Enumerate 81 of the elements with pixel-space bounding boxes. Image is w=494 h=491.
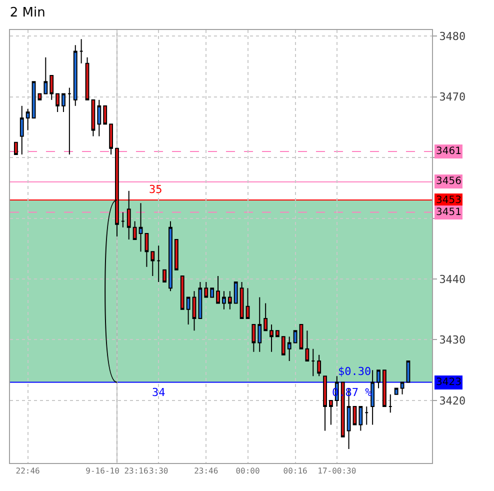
candlestick	[144, 232, 149, 268]
candlestick	[281, 336, 286, 356]
candlestick	[358, 406, 363, 432]
candlestick	[138, 202, 143, 252]
candlestick	[198, 282, 202, 319]
candlestick	[67, 87, 72, 155]
candlestick	[323, 376, 327, 432]
candlestick	[186, 296, 190, 326]
ref-line-label: 3456	[436, 176, 462, 187]
candlestick	[85, 56, 90, 100]
candlestick	[120, 212, 125, 228]
candlestick	[97, 99, 102, 137]
x-tick-label: 00:00	[236, 466, 260, 476]
candlestick	[20, 105, 24, 155]
chart-title: 2 Min	[10, 5, 46, 20]
candlestick	[311, 348, 316, 377]
candlestick	[174, 239, 178, 270]
candlestick	[364, 406, 369, 426]
x-tick-label: 9-16-10 23:16	[86, 466, 148, 476]
candlestick	[264, 302, 268, 332]
candlestick	[287, 336, 292, 362]
candlestick	[168, 220, 172, 292]
candlestick	[400, 382, 404, 395]
candlestick	[26, 108, 30, 131]
annotation: $0.30	[338, 365, 372, 378]
candlestick	[216, 275, 220, 304]
candlestick	[44, 56, 48, 94]
candlestick	[56, 93, 60, 112]
candlestick	[305, 330, 310, 362]
candlestick	[180, 275, 184, 310]
ref-line-label: 3453	[436, 195, 462, 206]
ref-line-label: 3451	[436, 207, 462, 218]
candlestick	[329, 400, 333, 426]
candlestick	[91, 99, 96, 137]
candlestick	[317, 354, 322, 377]
x-tick-label: 23:46	[194, 466, 218, 476]
candlestick	[370, 370, 375, 426]
x-tick-label: 22:46	[16, 466, 40, 476]
candlestick	[162, 269, 166, 283]
candlestick	[109, 124, 113, 155]
candlestick	[252, 324, 256, 352]
candlestick	[258, 296, 262, 352]
ref-line-label: 3461	[436, 146, 462, 157]
candlestick	[14, 142, 18, 155]
candlestick	[299, 324, 304, 350]
candlestick	[376, 370, 380, 389]
candlestick	[79, 38, 84, 64]
candlestick	[382, 370, 386, 408]
y-tick-label: 3440	[439, 272, 466, 286]
y-tick-label: 3430	[439, 334, 466, 347]
annotation: 35	[149, 183, 162, 196]
x-tick-label: 17-00:30	[318, 466, 356, 476]
x-tick-label: 3:30	[148, 466, 168, 476]
candlestick	[270, 324, 274, 352]
candlestick	[115, 148, 119, 237]
candlestick	[156, 245, 161, 283]
candlestick	[192, 290, 196, 332]
candlestick	[276, 330, 280, 338]
candlestick	[150, 251, 155, 276]
x-tick-label: 00:16	[283, 466, 308, 476]
candlestick	[228, 290, 232, 310]
y-tick-label: 3470	[439, 90, 466, 104]
candlestick	[50, 75, 54, 100]
candlestick	[394, 388, 398, 395]
candlestick	[246, 288, 250, 319]
y-tick-label: 3480	[439, 30, 466, 43]
candlestick	[62, 93, 66, 112]
candlestick	[73, 44, 78, 106]
annotation: 34	[152, 386, 166, 399]
candlestick	[210, 288, 214, 298]
candlestick	[204, 282, 208, 298]
candlestick	[222, 290, 226, 310]
ref-line-label: 3423	[436, 377, 462, 388]
candlestick	[388, 394, 392, 414]
candlestick	[126, 190, 131, 240]
candlestick	[240, 282, 244, 319]
candlestick	[103, 105, 108, 125]
y-tick-label: 3420	[439, 394, 466, 408]
candlestick	[293, 330, 298, 344]
candlestick	[132, 220, 137, 240]
candlestick	[234, 282, 238, 304]
